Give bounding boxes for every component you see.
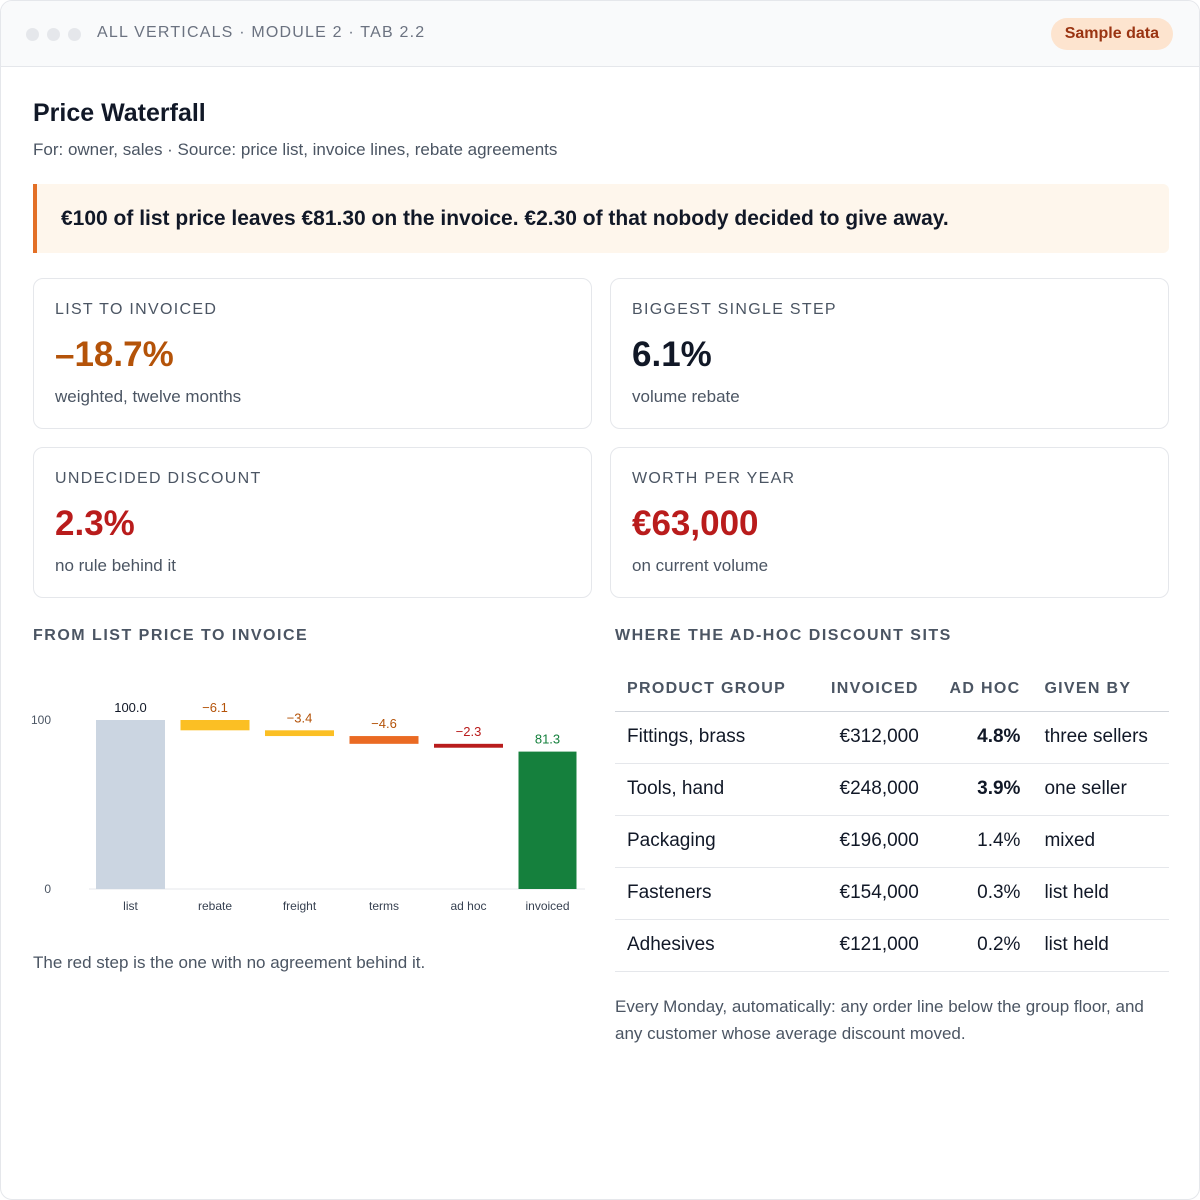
sample-data-badge: Sample data [1050, 18, 1173, 50]
waterfall-bar-terms [349, 736, 419, 744]
table-body: Fittings, brass €312,000 4.8% three sellers… [615, 711, 1169, 972]
column-header-product-group[interactable]: PRODUCT GROUP [615, 667, 812, 712]
cell-given-by: one seller [1032, 763, 1169, 816]
cell-invoiced: €196,000 [811, 815, 931, 868]
x-tick-label: list [123, 899, 138, 913]
window-minimize-dot[interactable] [47, 28, 60, 41]
page-title: Price Waterfall [33, 99, 206, 127]
waterfall-bar-list [96, 720, 165, 889]
data-label: 100.0 [114, 700, 147, 715]
cell-invoiced: €121,000 [811, 919, 931, 972]
cell-ad-hoc: 3.9% [930, 763, 1033, 816]
cell-ad-hoc: 4.8% [930, 711, 1033, 764]
waterfall-chart: 0 100 100.0 list −6.1 rebate −3.4 freight −4.6 te… [31, 700, 585, 913]
kpi-note: on current volume [632, 556, 769, 575]
y-tick-label: 100 [31, 713, 51, 727]
headline-callout: €100 of list price leaves €81.30 on the … [33, 184, 1169, 253]
table-row[interactable]: Fasteners €154,000 0.3% list held [615, 867, 1169, 920]
table-row[interactable]: Packaging €196,000 1.4% mixed [615, 815, 1169, 868]
kpi-label: UNDECIDED DISCOUNT [55, 470, 262, 487]
x-tick-label: terms [369, 899, 399, 913]
kpi-card-worth-per-year: WORTH PER YEAR €63,000 on current volume [610, 447, 1169, 598]
cell-product-group: Tools, hand [615, 763, 812, 816]
data-label: −2.3 [456, 724, 482, 739]
table-row[interactable]: Fittings, brass €312,000 4.8% three sellers [615, 711, 1169, 764]
cell-invoiced: €154,000 [811, 867, 931, 920]
table-section-label: WHERE THE AD-HOC DISCOUNT SITS [615, 627, 952, 644]
cell-product-group: Adhesives [615, 919, 812, 972]
cell-product-group: Packaging [615, 815, 812, 868]
kpi-value: €63,000 [632, 504, 759, 543]
kpi-note: weighted, twelve months [55, 387, 242, 406]
data-label: −4.6 [371, 716, 397, 731]
adhoc-discount-table: PRODUCT GROUP INVOICED AD HOC GIVEN BY F… [615, 667, 1169, 972]
cell-ad-hoc: 0.2% [930, 919, 1033, 972]
waterfall-bar-freight [265, 730, 334, 737]
data-label: 81.3 [535, 732, 560, 747]
x-tick-label: freight [283, 899, 317, 913]
cell-given-by: three sellers [1032, 711, 1169, 764]
kpi-card-biggest-step: BIGGEST SINGLE STEP 6.1% volume rebate [610, 278, 1169, 429]
window-maximize-dot[interactable] [68, 28, 81, 41]
x-tick-label: invoiced [525, 899, 569, 913]
kpi-card-undecided-discount: UNDECIDED DISCOUNT 2.3% no rule behind i… [33, 447, 592, 598]
callout-text: €100 of list price leaves €81.30 on the … [61, 207, 949, 230]
cell-product-group: Fasteners [615, 867, 812, 920]
column-header-given-by[interactable]: GIVEN BY [1032, 667, 1169, 712]
cell-given-by: list held [1032, 867, 1169, 920]
table-row[interactable]: Tools, hand €248,000 3.9% one seller [615, 763, 1169, 816]
page-subtitle: For: owner, sales · Source: price list, … [33, 140, 558, 159]
kpi-label: WORTH PER YEAR [632, 470, 796, 487]
cell-product-group: Fittings, brass [615, 711, 812, 764]
x-tick-label: rebate [198, 899, 232, 913]
kpi-note: volume rebate [632, 387, 740, 406]
kpi-card-list-to-invoiced: LIST TO INVOICED –18.7% weighted, twelve… [33, 278, 592, 429]
column-header-ad-hoc[interactable]: AD HOC [930, 667, 1033, 712]
cell-invoiced: €248,000 [811, 763, 931, 816]
column-header-invoiced[interactable]: INVOICED [811, 667, 931, 712]
cell-ad-hoc: 0.3% [930, 867, 1033, 920]
kpi-label: LIST TO INVOICED [55, 301, 218, 318]
data-label: −6.1 [202, 700, 228, 715]
waterfall-bar-ad-hoc [434, 743, 503, 748]
y-tick-label: 0 [44, 882, 51, 896]
table-header-row: PRODUCT GROUP INVOICED AD HOC GIVEN BY [615, 667, 1169, 712]
waterfall-bar-invoiced [518, 751, 577, 889]
table-row[interactable]: Adhesives €121,000 0.2% list held [615, 919, 1169, 972]
breadcrumb: ALL VERTICALS · MODULE 2 · TAB 2.2 [97, 24, 426, 41]
cell-ad-hoc: 1.4% [930, 815, 1033, 868]
cell-invoiced: €312,000 [811, 711, 931, 764]
kpi-value: –18.7% [55, 335, 174, 374]
chart-section-label: FROM LIST PRICE TO INVOICE [33, 627, 309, 644]
table-note: Every Monday, automatically: any order l… [615, 997, 1144, 1043]
kpi-label: BIGGEST SINGLE STEP [632, 301, 837, 318]
waterfall-bar-rebate [180, 720, 250, 731]
x-tick-label: ad hoc [450, 899, 486, 913]
kpi-note: no rule behind it [55, 556, 176, 575]
kpi-value: 2.3% [55, 504, 135, 543]
kpi-value: 6.1% [632, 335, 712, 374]
title-bar: ALL VERTICALS · MODULE 2 · TAB 2.2 Sampl… [1, 1, 1199, 67]
data-label: −3.4 [287, 710, 313, 725]
chart-caption: The red step is the one with no agreemen… [33, 953, 426, 972]
window-close-dot[interactable] [26, 28, 39, 41]
cell-given-by: mixed [1032, 815, 1169, 868]
cell-given-by: list held [1032, 919, 1169, 972]
